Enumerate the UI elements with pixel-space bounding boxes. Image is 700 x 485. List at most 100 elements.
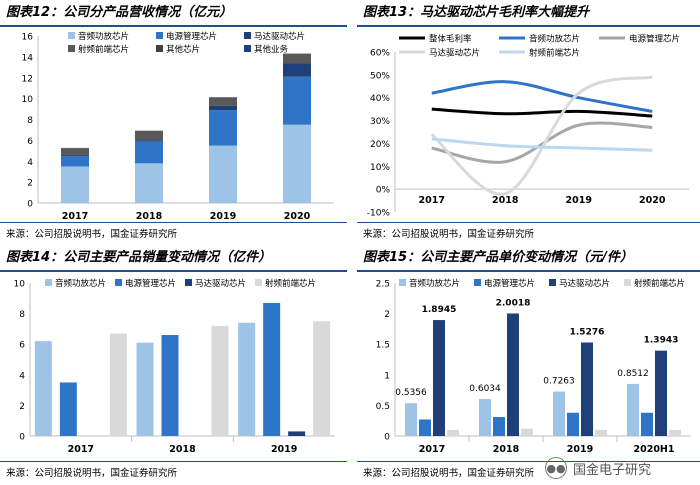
y-tick-label: 2 [27,179,33,189]
panel-sales-volume: 图表14：公司主要产品销量变动情况（亿件） 0 2 4 6 8 10 2017 2018 201… [0,246,347,485]
bar [263,302,281,436]
data-label: 0.7263 [543,377,575,387]
bar [288,431,306,436]
legend-swatch [624,279,631,286]
bar [655,350,667,436]
bar-segment [135,140,163,142]
bar [211,325,229,436]
chart-title: 图表12：公司分产品营收情况（亿元） [6,5,233,20]
bar-segment [209,110,237,146]
legend-swatch [68,32,75,39]
legend-label: 马达驱动芯片 [429,48,480,59]
legend-label: 音频功放芯片 [409,278,460,289]
watermark-text: 国金电子研究 [573,462,652,478]
bar [59,382,77,436]
panel-revenue: 图表12：公司分产品营收情况（亿元） 0 2 4 6 8 10 12 14 16 2017 2018… [0,0,347,240]
data-label: 1.3943 [644,336,679,346]
legend-swatch [549,279,556,286]
legend-swatch [255,279,262,286]
title-divider [0,270,347,272]
legend-label: 其他业务 [254,44,289,55]
title-divider [357,25,700,27]
legend-swatch [156,32,163,39]
legend-label: 射频前端芯片 [634,278,685,289]
bar [238,322,256,436]
title-divider [357,270,700,272]
source-note: 来源：公司招股说明书，国金证券研究所 [363,468,535,479]
legend-label: 其他芯片 [166,44,200,55]
y-tick-label: 1 [384,371,390,381]
bar-segment [61,156,89,167]
y-tick-label: 0 [384,433,390,443]
legend-swatch [244,45,251,52]
y-tick-label: 20% [370,140,390,150]
x-tick-label: 2017 [68,444,94,455]
source-divider [0,461,347,462]
bar [419,419,431,436]
legend-label: 电源管理芯片 [484,278,535,289]
legend-swatch [156,45,163,52]
y-tick-label: 10% [370,163,390,173]
bar-segment [61,166,89,203]
panel-unit-price: 图表15：公司主要产品单价变动情况（元/件） 0 0.5 1 1.5 2 2.5 0.535… [357,246,700,485]
bar-segment [283,124,311,203]
series-line [431,107,653,118]
legend-swatch [68,45,75,52]
data-label: 1.5276 [570,328,605,338]
legend-swatch [399,279,406,286]
bar-segment [283,63,311,77]
y-tick-label: 0% [376,186,391,196]
x-tick-label: 2018 [493,444,520,455]
y-tick-label: 12 [22,74,33,84]
y-tick-label: 10 [14,280,26,290]
x-tick-label: 2019 [566,195,592,206]
y-tick-label: 0.5 [376,402,390,412]
bar-segment [61,148,89,156]
bar-segment [135,163,163,203]
x-tick-label: 2018 [492,195,519,206]
series-line [431,137,653,152]
x-tick-label: 2017 [62,211,88,222]
x-tick-label: 2018 [169,444,196,455]
data-label: 1.8945 [422,305,457,315]
legend-swatch [185,279,192,286]
y-tick-label: 0 [27,200,33,210]
gross-margin-line-chart: -10% 0% 10% 20% 30% 40% 50% 60% 2017 2018 2019 2020… [367,34,689,219]
y-tick-label: 50% [370,71,390,81]
bar [136,342,154,436]
legend-swatch [474,279,481,286]
sales-volume-bar-chart: 0 2 4 6 8 10 2017 2018 2019 音频功放芯片 电源管理芯片 马达驱动芯片 射频前… [14,278,335,455]
x-tick-label: 2020 [639,195,666,206]
legend-label: 音频功放芯片 [78,31,129,42]
series-line [430,75,653,196]
bar [479,399,491,436]
y-tick-label: 1.5 [376,341,390,351]
y-tick-label: 40% [370,94,390,104]
bar-segment [283,76,311,125]
legend-label: 整体毛利率 [429,34,472,45]
legend-swatch [115,279,122,286]
legend-label: 射频前端芯片 [78,44,129,55]
bar [161,335,179,436]
source-divider [357,461,700,462]
y-tick-label: 8 [27,116,33,126]
data-label: 2.0018 [496,298,531,308]
legend-label: 音频功放芯片 [55,278,106,289]
y-tick-label: 0 [19,433,25,443]
legend-label: 电源管理芯片 [125,278,176,289]
y-tick-label: 14 [22,53,34,63]
y-tick-label: 4 [19,371,25,381]
data-label: 0.6034 [469,384,501,394]
x-tick-label: 2020 [284,211,311,222]
y-tick-label: 16 [22,33,34,43]
x-tick-label: 2019 [271,444,297,455]
y-tick-label: 6 [27,137,33,147]
y-tick-label: 10 [22,95,34,105]
bar-segment [135,130,163,141]
chart-title: 图表13：马达驱动芯片毛利率大幅提升 [363,5,590,20]
y-tick-label: 8 [19,310,25,320]
legend-swatch [45,279,52,286]
title-divider [0,25,347,27]
x-tick-label: 2018 [136,211,163,222]
legend-label: 马达驱动芯片 [195,278,246,289]
